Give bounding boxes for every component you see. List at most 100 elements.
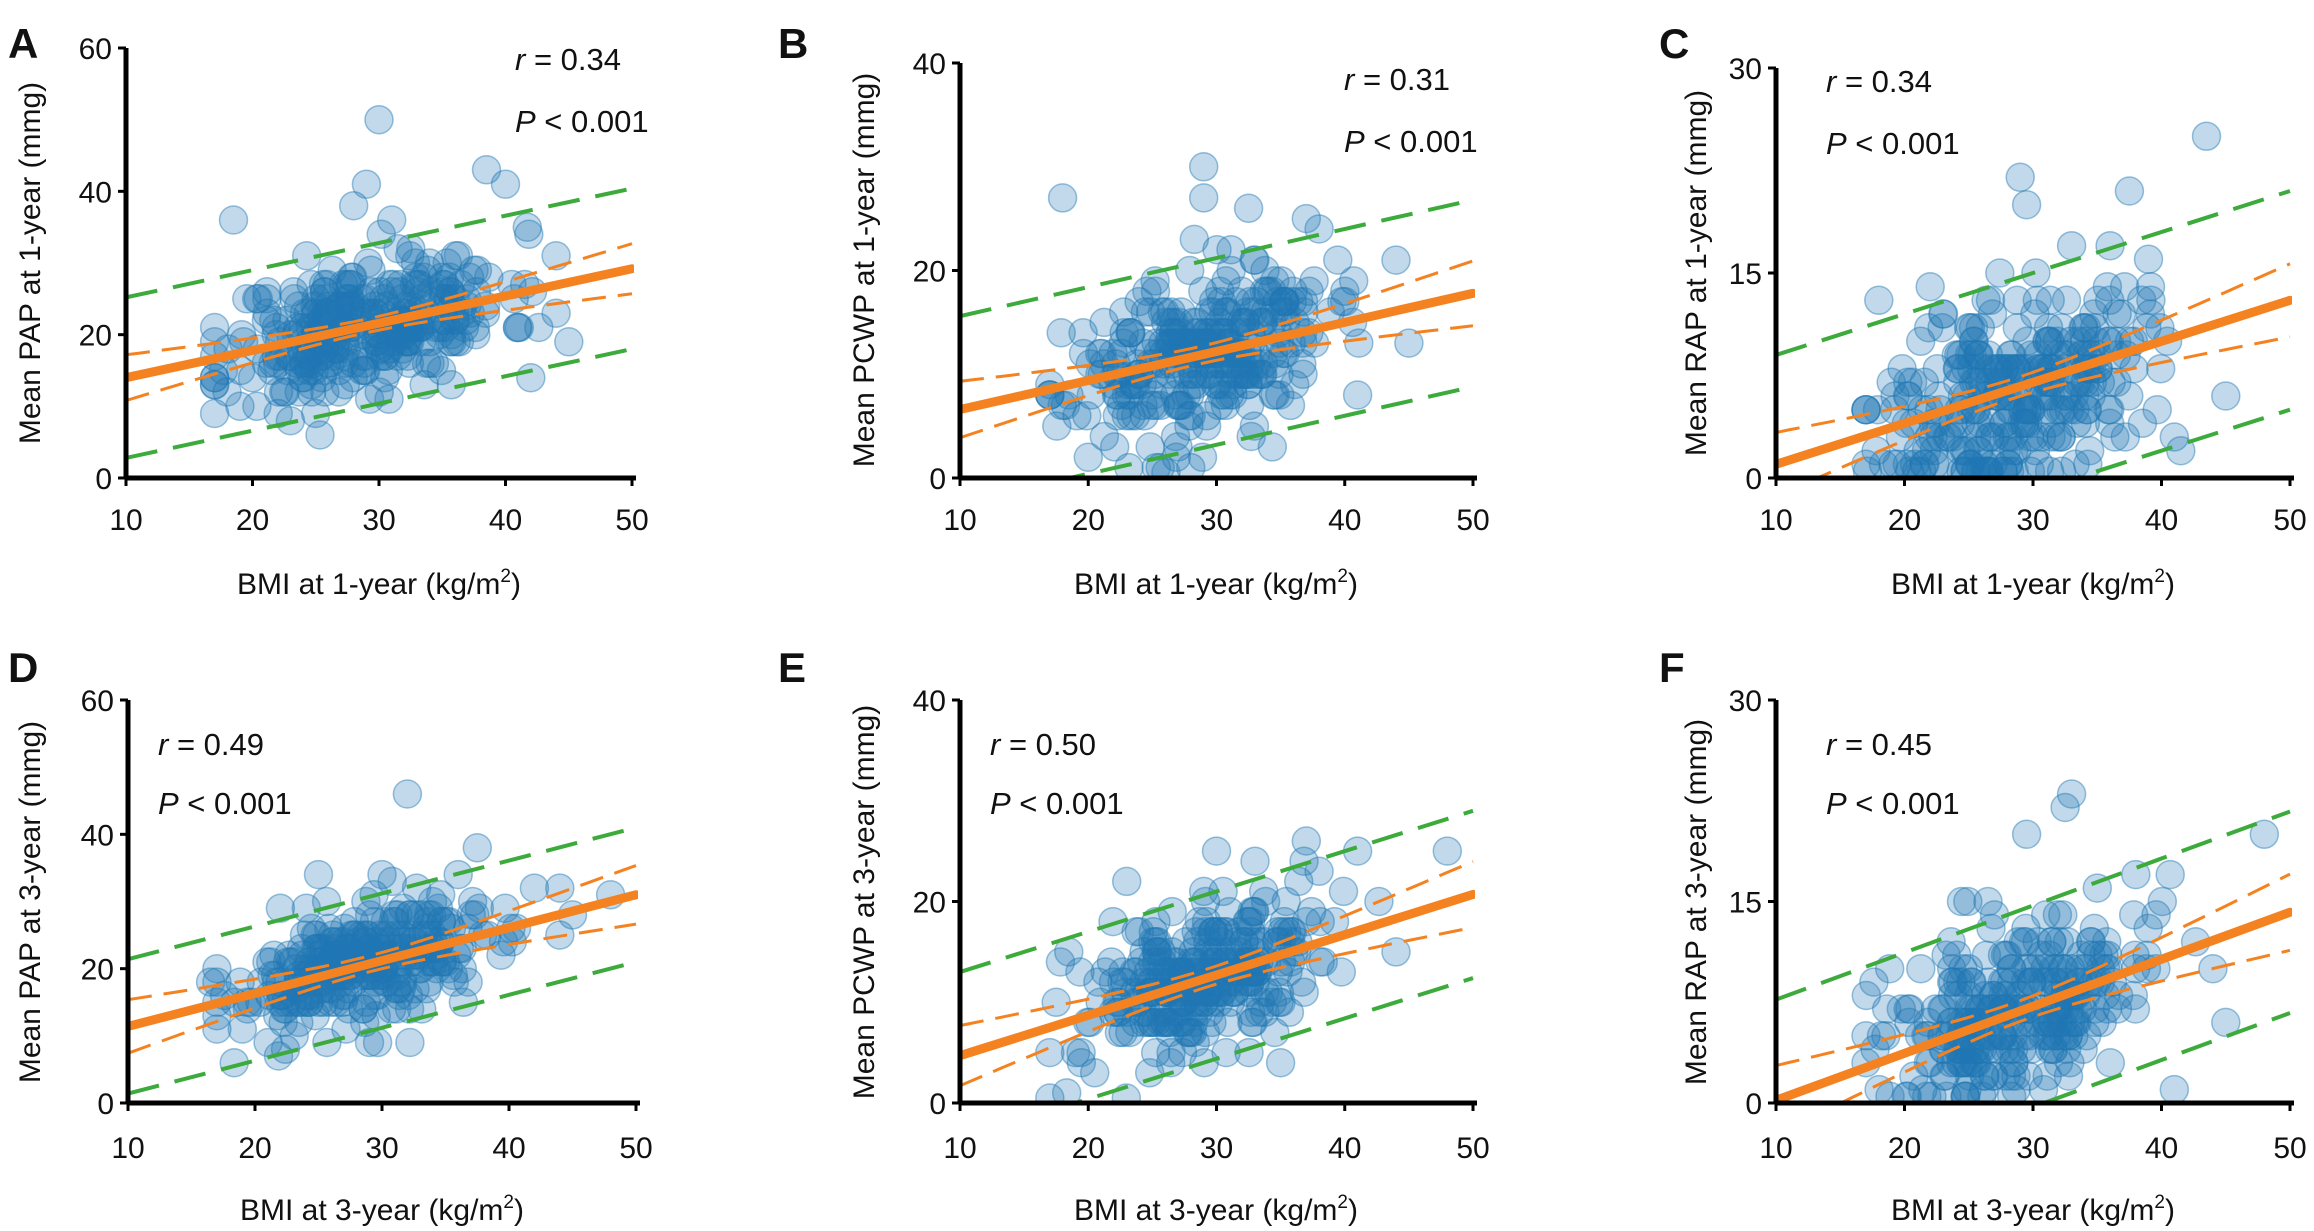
data-point <box>1197 1007 1227 1038</box>
x-tick-label: 40 <box>492 1132 525 1165</box>
data-point <box>1913 312 1944 343</box>
data-point <box>336 269 366 300</box>
data-point <box>1164 390 1194 421</box>
data-point <box>1141 947 1172 977</box>
data-point <box>1906 953 1936 984</box>
data-point <box>1115 1017 1145 1048</box>
data-point <box>2034 1034 2065 1065</box>
data-point <box>2211 381 2241 411</box>
data-point <box>1269 286 1299 317</box>
data-point <box>251 305 282 336</box>
data-point <box>1128 390 1158 421</box>
data-point <box>1264 977 1295 1007</box>
data-point <box>2001 1074 2031 1103</box>
data-point <box>309 987 339 1018</box>
data-point <box>1950 1081 1980 1103</box>
data-point <box>339 920 370 950</box>
data-point <box>1115 318 1146 348</box>
data-point <box>409 262 439 293</box>
prediction-band-lower <box>1068 976 1474 1103</box>
data-point <box>2059 1021 2089 1051</box>
data-point <box>443 241 474 271</box>
data-point <box>1283 286 1314 317</box>
data-point <box>1203 916 1234 947</box>
scatter-points <box>1851 779 2280 1103</box>
data-point <box>426 355 457 386</box>
data-point <box>1247 307 1278 338</box>
data-point <box>1107 967 1137 997</box>
x-tick-label: 30 <box>1200 1132 1233 1165</box>
data-point <box>2032 326 2062 357</box>
data-point <box>1226 307 1257 338</box>
data-point <box>1196 987 1227 1018</box>
data-point <box>2037 927 2067 957</box>
scatter-points <box>195 779 626 1078</box>
data-point <box>1237 896 1267 927</box>
data-point <box>1992 422 2022 452</box>
data-point <box>202 1014 232 1044</box>
data-point <box>1051 1078 1082 1103</box>
data-point <box>265 893 296 923</box>
data-point <box>2035 285 2065 316</box>
data-point <box>1175 1017 1206 1048</box>
data-point <box>1965 456 1995 478</box>
data-point <box>1156 297 1186 327</box>
data-point <box>1159 318 1189 348</box>
data-point <box>453 967 483 997</box>
data-point <box>1851 1021 1881 1051</box>
regression-lines <box>130 825 638 1096</box>
data-point <box>351 169 382 199</box>
data-point <box>310 377 340 407</box>
data-point <box>242 391 272 422</box>
data-point <box>348 341 378 371</box>
data-point <box>285 987 315 1018</box>
data-point <box>2034 940 2065 970</box>
data-point <box>1245 359 1275 390</box>
data-point <box>1166 318 1196 348</box>
x-tick-label: 30 <box>365 1132 398 1165</box>
data-point <box>324 355 354 386</box>
data-point <box>2074 435 2105 466</box>
data-point <box>1876 367 1906 398</box>
data-point <box>1106 390 1137 421</box>
data-point <box>2058 1007 2089 1038</box>
data-point <box>514 219 544 250</box>
data-point <box>373 355 404 386</box>
data-point <box>2013 1061 2043 1091</box>
data-point <box>2067 994 2098 1024</box>
data-point <box>1912 1081 1942 1103</box>
data-point <box>2036 422 2066 452</box>
data-point <box>367 859 397 890</box>
y-axis-title: Mean PAP at 3-year (mmg) <box>14 721 47 1083</box>
x-tick-label: 50 <box>1456 1132 1489 1165</box>
data-point <box>2014 422 2045 452</box>
data-point <box>1903 435 1933 466</box>
data-point <box>2056 779 2087 809</box>
data-point <box>1108 297 1139 327</box>
data-point <box>1960 1047 1991 1078</box>
data-point <box>318 927 349 957</box>
data-point <box>1946 340 1976 370</box>
data-point <box>471 155 502 185</box>
data-point <box>1963 340 1994 370</box>
data-point <box>1191 411 1222 441</box>
data-point <box>1209 916 1240 947</box>
data-point <box>2010 967 2041 997</box>
data-point <box>330 370 361 400</box>
data-point <box>1987 967 2018 997</box>
data-point <box>1183 987 1213 1018</box>
y-tick-label: 15 <box>1729 887 1762 920</box>
data-point <box>1140 927 1171 957</box>
data-point <box>1204 390 1234 421</box>
data-point <box>1164 997 1194 1028</box>
data-point <box>343 927 374 957</box>
data-point <box>365 341 396 371</box>
data-point <box>512 212 543 242</box>
data-point <box>1956 967 1986 997</box>
regression-line <box>962 889 1475 1060</box>
data-point <box>1235 916 1266 947</box>
panel-d: D 0 20 40 60 10 20 30 40 50 BMI at 3-year (kg/m2) M… <box>8 644 653 1227</box>
data-point <box>1990 1061 2021 1091</box>
data-point <box>2010 927 2041 957</box>
data-point <box>275 947 306 977</box>
